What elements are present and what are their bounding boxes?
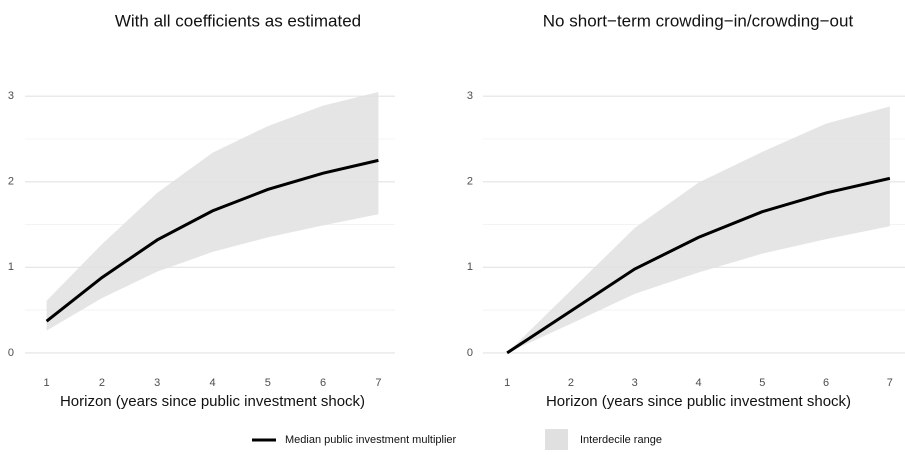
- y-tick-label: 2: [8, 176, 14, 188]
- x-tick-label: 1: [44, 377, 50, 389]
- legend-swatch: [545, 429, 568, 451]
- x-tick-label: 6: [320, 377, 326, 389]
- x-tick-label: 1: [504, 377, 510, 389]
- legend-label: Median public investment multiplier: [285, 434, 457, 446]
- x-tick-label: 2: [99, 377, 105, 389]
- x-tick-label: 4: [695, 377, 701, 389]
- x-tick-label: 4: [209, 377, 215, 389]
- x-tick-label: 6: [823, 377, 829, 389]
- median-line: [506, 176, 891, 355]
- x-tick-label: 7: [375, 377, 381, 389]
- y-tick-label: 0: [8, 347, 14, 359]
- x-tick-label: 2: [568, 377, 574, 389]
- x-tick-label: 3: [154, 377, 160, 389]
- legend-label: Interdecile range: [580, 434, 662, 446]
- y-tick-label: 1: [8, 261, 14, 273]
- panel-title: With all coefficients as estimated: [115, 11, 361, 30]
- x-tick-label: 7: [887, 377, 893, 389]
- x-tick-label: 5: [265, 377, 271, 389]
- y-tick-label: 0: [467, 347, 473, 359]
- y-tick-label: 2: [467, 176, 473, 188]
- median-line: [45, 158, 379, 323]
- y-tick-label: 1: [467, 261, 473, 273]
- x-axis-label: Horizon (years since public investment s…: [60, 393, 365, 410]
- x-tick-label: 3: [632, 377, 638, 389]
- panel-title: No short−term crowding−in/crowding−out: [543, 11, 854, 30]
- x-axis-label: Horizon (years since public investment s…: [546, 393, 851, 410]
- y-tick-label: 3: [467, 90, 473, 102]
- y-tick-label: 3: [8, 90, 14, 102]
- x-tick-label: 5: [759, 377, 765, 389]
